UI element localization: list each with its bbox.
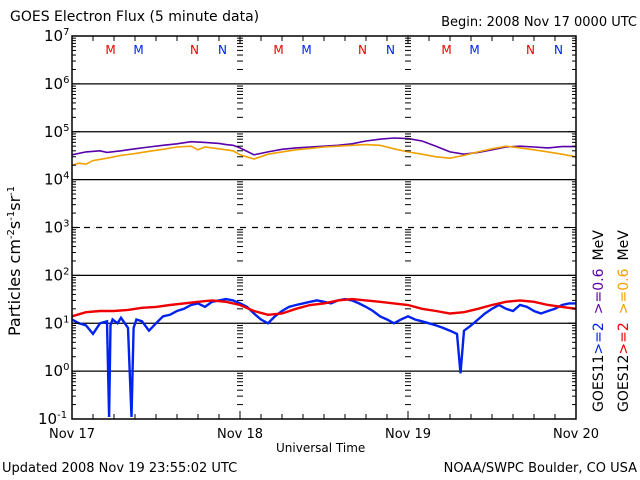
midnight-noon-marker: N: [386, 43, 395, 57]
midnight-noon-marker: M: [441, 43, 451, 57]
y-tick-label: 10-1: [38, 410, 67, 428]
x-tick-label: Nov 20: [553, 427, 599, 442]
begin-time: Begin: 2008 Nov 17 0000 UTC: [441, 15, 637, 30]
y-tick-label: 103: [44, 219, 69, 237]
y-tick-label: 106: [44, 75, 69, 93]
y-tick-label: 104: [44, 171, 69, 189]
y-tick-label: 107: [44, 27, 69, 45]
midnight-noon-marker: M: [301, 43, 311, 57]
midnight-noon-marker: M: [133, 43, 143, 57]
series-line-goes11-0-6-mev: [71, 137, 576, 156]
midnight-noon-marker: N: [218, 43, 227, 57]
midnight-noon-marker: M: [273, 43, 283, 57]
x-tick-label: Nov 17: [49, 427, 95, 442]
series-layer: [71, 137, 577, 418]
y-tick-label: 102: [44, 266, 69, 284]
midnight-noon-marker: N: [358, 43, 367, 57]
plot-frame: [71, 35, 577, 420]
midnight-noon-marker: N: [190, 43, 199, 57]
series-line-goes12-2-mev: [71, 297, 577, 318]
midnight-noon-marker: N: [554, 43, 563, 57]
legend-goes12: GOES12>=2>=0.6MeV: [616, 230, 632, 412]
y-axis-label: Particles cm-2s-1sr-1: [5, 186, 24, 336]
y-tick-label: 100: [44, 362, 69, 380]
updated-timestamp: Updated 2008 Nov 19 23:55:02 UTC: [2, 461, 238, 476]
series-line-goes11-2-mev: [71, 297, 576, 418]
frame-layer: [71, 35, 577, 420]
midnight-noon-marker: N: [526, 43, 535, 57]
x-axis-label: Universal Time: [276, 441, 366, 455]
midnight-noon-marker: M: [469, 43, 479, 57]
series-line-goes12-0-6-mev: [71, 143, 577, 166]
y-tick-label: 101: [44, 314, 69, 332]
legend-goes11: GOES11>=2>=0.6MeV: [591, 230, 607, 412]
credit-text: NOAA/SWPC Boulder, CO USA: [443, 461, 637, 476]
chart-title: GOES Electron Flux (5 minute data): [10, 9, 260, 25]
y-tick-label: 105: [44, 123, 69, 141]
x-tick-label: Nov 18: [217, 427, 263, 442]
x-tick-label: Nov 19: [385, 427, 431, 442]
midnight-noon-marker: M: [105, 43, 115, 57]
